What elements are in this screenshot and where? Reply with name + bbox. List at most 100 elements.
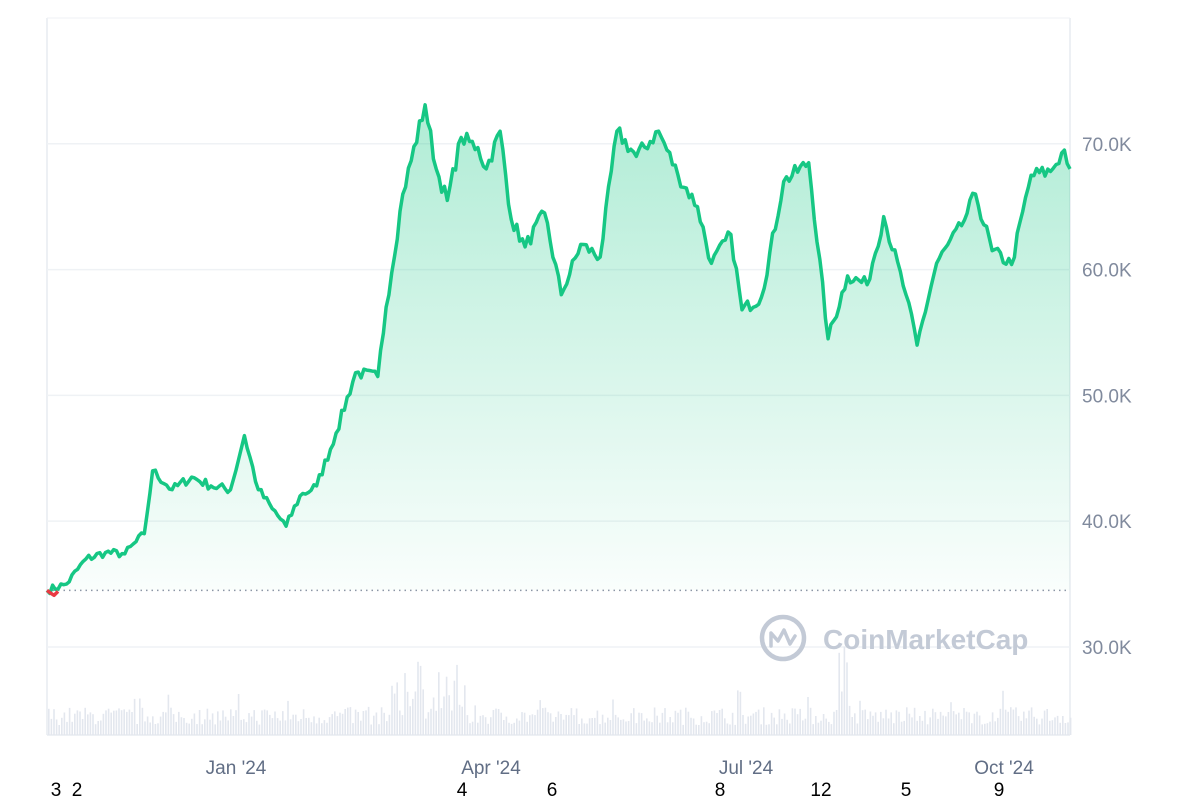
volume-bar (380, 707, 383, 735)
volume-bar (154, 724, 157, 735)
volume-bar (170, 707, 172, 735)
volume-bar (245, 722, 248, 735)
volume-bar (292, 714, 294, 735)
volume-bar (672, 722, 674, 735)
volume-bar (68, 707, 71, 735)
volume-bar (570, 708, 573, 735)
volume-bar (737, 690, 739, 735)
volume-bar (708, 723, 710, 735)
volume-bar (263, 709, 266, 735)
volume-bar (1046, 709, 1048, 735)
volume-bar (991, 712, 994, 735)
volume-bar (981, 724, 983, 735)
volume-bar (375, 712, 378, 735)
volume-bar (198, 710, 201, 735)
volume-bar (1051, 720, 1054, 735)
volume-bar (347, 707, 349, 735)
volume-bar (874, 712, 877, 735)
volume-bar (877, 721, 879, 735)
volume-bar (664, 708, 666, 735)
volume-bar (695, 724, 697, 735)
volume-bar (921, 720, 924, 735)
volume-bar (724, 718, 726, 735)
volume-bar (997, 717, 999, 735)
volume-bar (261, 710, 263, 735)
volume-bar (336, 716, 339, 735)
volume-bar (656, 715, 658, 735)
volume-bar (152, 716, 154, 735)
volume-bar (573, 715, 575, 735)
volume-bar (817, 722, 820, 735)
volume-bar (128, 709, 131, 735)
volume-bar (690, 717, 692, 735)
volume-bar (1049, 720, 1051, 735)
volume-bar (250, 716, 253, 735)
volume-bar (768, 724, 770, 735)
volume-bar (999, 708, 1002, 735)
volume-bar (310, 722, 313, 735)
volume-bar (692, 718, 695, 735)
volume-bar (287, 700, 289, 735)
volume-bar (799, 708, 801, 735)
volume-bar (48, 708, 50, 735)
volume-bar (601, 714, 604, 735)
volume-bar (497, 709, 500, 735)
volume-bar (412, 698, 414, 735)
volume-bar (66, 721, 68, 735)
volume-bar (427, 712, 430, 735)
volume-bar (825, 718, 827, 735)
volume-bar (110, 712, 112, 735)
volume-bar (729, 724, 731, 735)
volume-bar (165, 712, 167, 735)
volume-bar (781, 718, 783, 735)
volume-bar (271, 718, 274, 735)
volume-bar (770, 712, 773, 735)
volume-bar (555, 717, 557, 735)
volume-bar (518, 720, 521, 735)
volume-bar (1030, 707, 1033, 735)
volume-bar (549, 713, 552, 735)
volume-bar (890, 712, 892, 735)
volume-bar (159, 716, 162, 735)
volume-bar (214, 724, 216, 735)
volume-bar (828, 721, 830, 735)
volume-bar (1056, 715, 1059, 735)
price-area-fill (47, 104, 1070, 594)
x-tick-label: Jan '24 (206, 758, 267, 779)
volume-bar (776, 724, 778, 735)
volume-bar (586, 723, 588, 735)
volume-bar (635, 723, 638, 735)
volume-bar (1015, 707, 1017, 735)
volume-bar (846, 662, 848, 735)
volume-bar (913, 707, 916, 735)
volume-bar (1007, 711, 1009, 735)
volume-bar (978, 715, 981, 735)
volume-bar (94, 724, 97, 735)
volume-bar (308, 717, 310, 735)
volume-bar (739, 691, 742, 735)
volume-bar (92, 714, 94, 735)
volume-bar (237, 694, 240, 735)
volume-bar (1062, 716, 1064, 735)
volume-bar (789, 723, 791, 735)
volume-bar (365, 710, 367, 735)
y-tick-label: 70.0K (1082, 135, 1132, 156)
volume-bar (149, 722, 151, 735)
volume-bar (58, 725, 60, 735)
volume-bar (510, 723, 513, 735)
volume-bar (630, 713, 632, 735)
volume-bar (425, 718, 427, 735)
volume-bar (804, 718, 807, 735)
volume-bar (516, 718, 518, 735)
volume-bar (617, 717, 619, 735)
volume-bar (807, 697, 809, 735)
volume-bar (107, 708, 110, 735)
volume-bar (851, 717, 853, 735)
volume-bar (362, 711, 365, 735)
volume-bar (479, 715, 482, 735)
volume-bar (53, 709, 55, 735)
volume-bar (838, 652, 840, 735)
volume-bar (451, 710, 453, 735)
volume-bar (180, 717, 183, 735)
